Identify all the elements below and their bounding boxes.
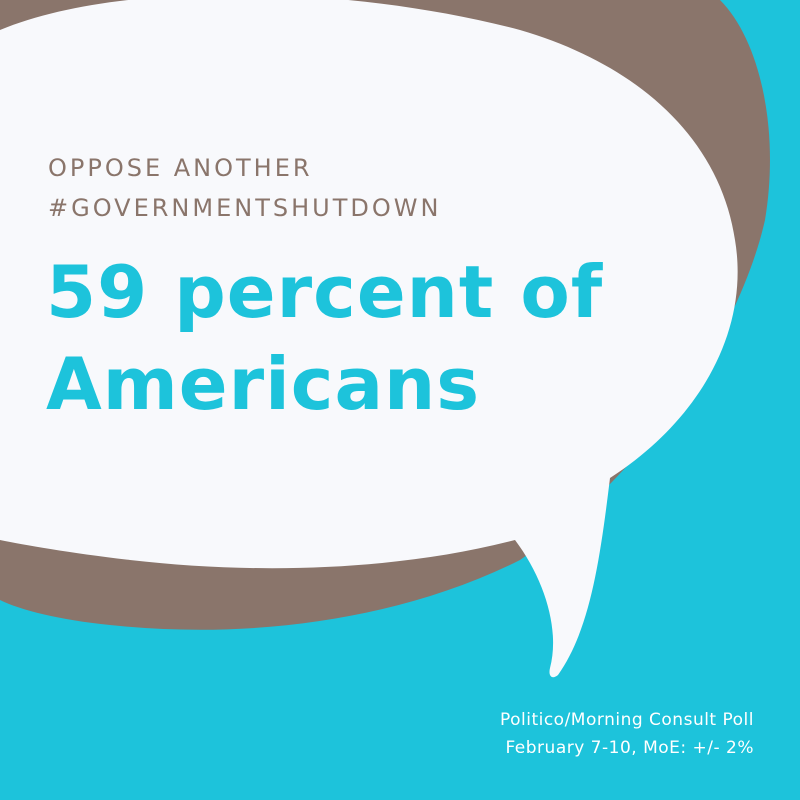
headline-statistic-line-1: 59 percent of [46, 250, 604, 334]
white-speech-bubble [0, 0, 738, 678]
source-note-line-2: February 7-10, MoE: +/- 2% [505, 738, 754, 758]
headline-statistic-line-2: Americans [46, 342, 481, 426]
source-note-line-1: Politico/Morning Consult Poll [499, 710, 754, 730]
headline-label-line-2: #GOVERNMENTSHUTDOWN [48, 194, 442, 222]
headline-label-line-1: OPPOSE ANOTHER [48, 154, 313, 182]
headline-label: OPPOSE ANOTHER #GOVERNMENTSHUTDOWN [48, 148, 608, 228]
source-note: Politico/Morning Consult Poll February 7… [334, 706, 754, 762]
headline-statistic: 59 percent of Americans [46, 246, 696, 430]
